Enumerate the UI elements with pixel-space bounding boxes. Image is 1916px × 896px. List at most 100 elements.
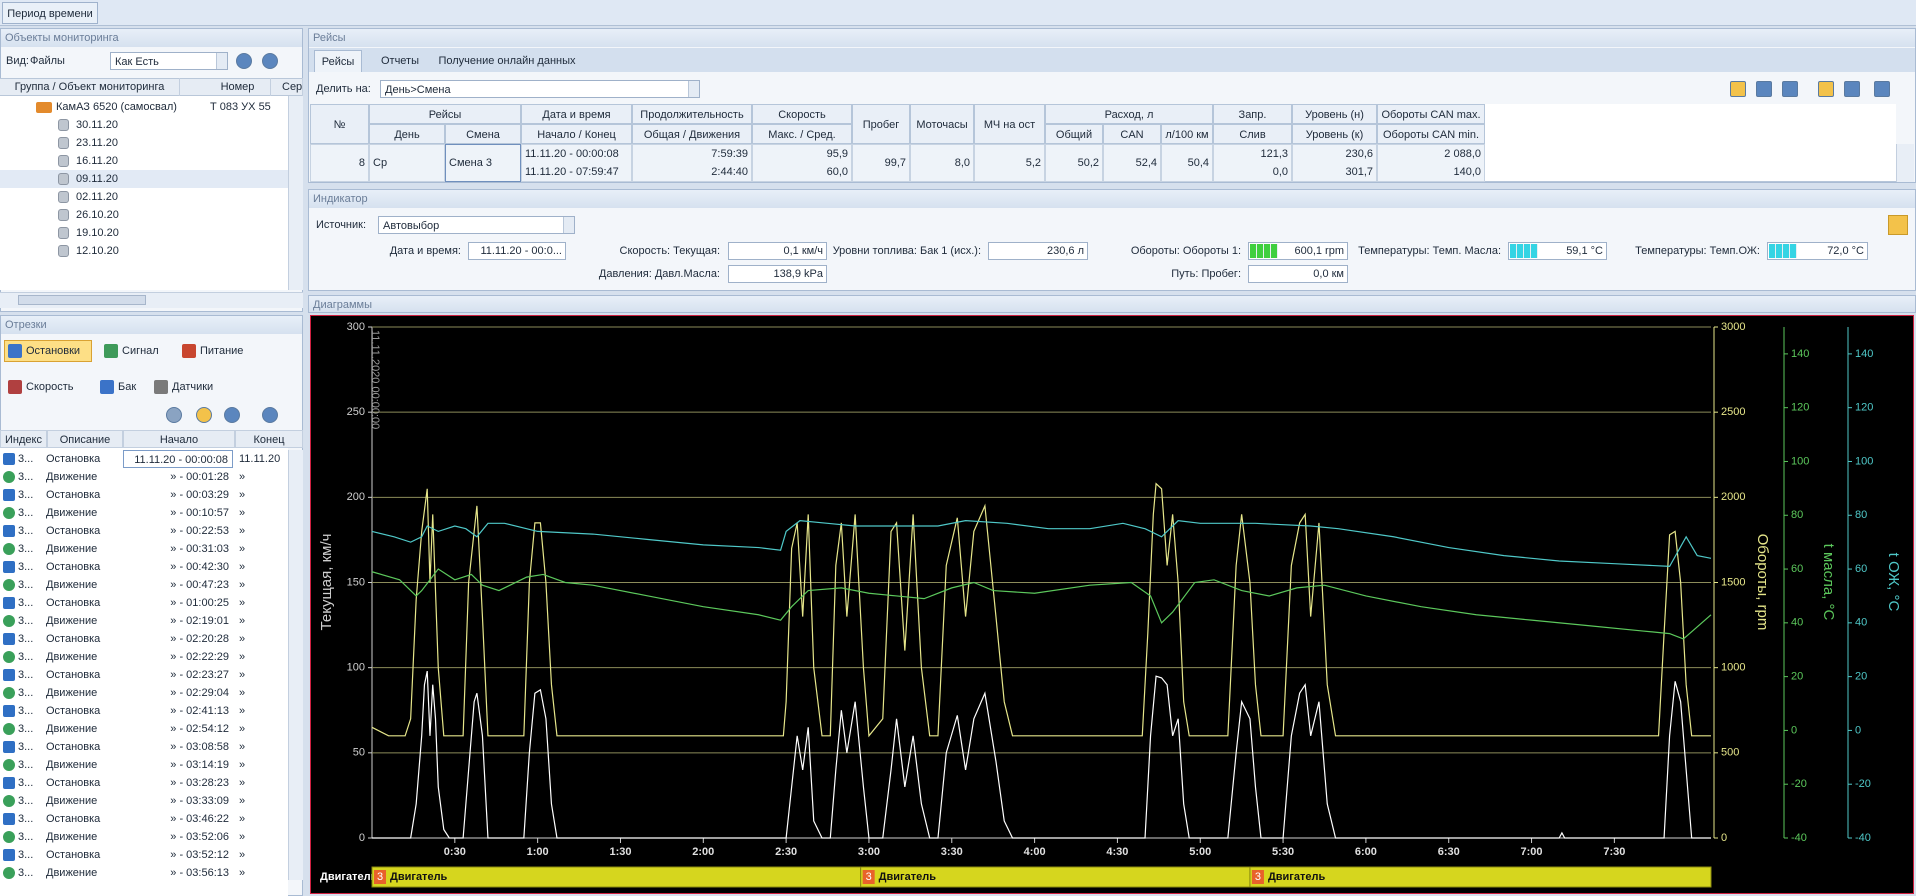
date-item[interactable]: 16.11.20	[76, 155, 119, 167]
segment-end[interactable]: »	[239, 705, 246, 717]
cell-text[interactable]: 2 088,0	[1444, 148, 1481, 160]
segment-end[interactable]: »	[239, 831, 246, 843]
segment-index[interactable]: 3...	[18, 777, 34, 789]
segment-start[interactable]: » - 03:33:09	[170, 795, 229, 807]
segment-description[interactable]: Остановка	[46, 597, 101, 609]
dropdown-button[interactable]	[563, 217, 574, 233]
segment-start[interactable]: » - 01:00:25	[170, 597, 229, 609]
filter-label[interactable]: Датчики	[172, 381, 214, 393]
cell-text[interactable]: 301,7	[1345, 166, 1373, 178]
table-header-cell[interactable]: Общий	[1045, 124, 1103, 144]
segment-description[interactable]: Движение	[46, 687, 98, 699]
segment-description[interactable]: Движение	[46, 831, 98, 843]
vehicle-number[interactable]: Т 083 УХ 55	[210, 101, 271, 113]
segment-start[interactable]: » - 00:10:57	[170, 507, 229, 519]
segment-index[interactable]: 3...	[18, 633, 34, 645]
segment-index[interactable]: 3...	[18, 759, 34, 771]
date-item[interactable]: 26.10.20	[76, 209, 119, 221]
table-header-cell[interactable]: Обороты CAN min.	[1377, 124, 1485, 144]
cell-text[interactable]: 11.11.20 - 07:59:47	[525, 166, 619, 178]
cell-text[interactable]: 8	[358, 157, 365, 169]
column-header[interactable]: Номер	[205, 78, 271, 96]
segment-end[interactable]: »	[239, 471, 246, 483]
icon-button[interactable]	[236, 53, 252, 69]
segment-index[interactable]: 3...	[18, 579, 34, 591]
segment-start[interactable]: » - 03:46:22	[170, 813, 229, 825]
cell-text[interactable]: 95,9	[826, 148, 848, 160]
segment-description[interactable]: Остановка	[46, 525, 101, 537]
table-header-cell[interactable]: CAN	[1103, 124, 1161, 144]
icon-button[interactable]	[1874, 81, 1890, 97]
segment-index[interactable]: 3...	[18, 795, 34, 807]
table-header-cell[interactable]: Расход, л	[1045, 104, 1213, 124]
segment-description[interactable]: Движение	[46, 579, 98, 591]
cell-text[interactable]: 2:44:40	[711, 166, 748, 178]
date-item[interactable]: 23.11.20	[76, 137, 119, 149]
segment-index[interactable]: 3...	[18, 471, 34, 483]
segment-end[interactable]: »	[239, 561, 246, 573]
icon-button[interactable]	[166, 407, 182, 423]
table-header-cell[interactable]: Макс. / Сред.	[752, 124, 852, 144]
segment-start[interactable]: » - 00:22:53	[170, 525, 229, 537]
segment-start[interactable]: » - 03:52:06	[170, 831, 229, 843]
segment-start[interactable]: » - 00:42:30	[170, 561, 229, 573]
segment-end[interactable]: »	[239, 525, 246, 537]
icon-button[interactable]	[224, 407, 240, 423]
cell-text[interactable]: 121,3	[1260, 148, 1288, 160]
table-header-cell[interactable]: Смена	[445, 124, 521, 144]
segment-end[interactable]: »	[239, 813, 246, 825]
segment-end[interactable]: »	[239, 849, 246, 861]
segment-start[interactable]: » - 00:31:03	[170, 543, 229, 555]
segment-start[interactable]: » - 02:20:28	[170, 633, 229, 645]
table-header-cell[interactable]: Уровень (н)	[1292, 104, 1377, 124]
segment-start[interactable]: » - 00:47:23	[170, 579, 229, 591]
column-header[interactable]: Индекс	[0, 430, 47, 448]
cell-text[interactable]: 140,0	[1453, 166, 1481, 178]
icon-button[interactable]	[196, 407, 212, 423]
segment-description[interactable]: Остановка	[46, 669, 101, 681]
segment-start[interactable]: » - 02:41:13	[170, 705, 229, 717]
view-combo[interactable]: Как Есть	[110, 52, 228, 70]
table-header-cell[interactable]: л/100 км	[1161, 124, 1213, 144]
tab[interactable]: Получение онлайн данных	[438, 55, 576, 67]
segment-index[interactable]: 3...	[18, 543, 34, 555]
column-header[interactable]: Конец	[235, 430, 303, 448]
table-header-cell[interactable]: День	[369, 124, 445, 144]
segment-description[interactable]: Движение	[46, 507, 98, 519]
cell-text[interactable]: 50,2	[1077, 157, 1099, 169]
segment-description[interactable]: Движение	[46, 759, 98, 771]
segment-end[interactable]: »	[239, 579, 246, 591]
segment-end[interactable]: »	[239, 687, 246, 699]
segment-description[interactable]: Остановка	[46, 777, 101, 789]
segment-description[interactable]: Остановка	[46, 561, 101, 573]
segment-description[interactable]: Остановка	[46, 813, 101, 825]
icon-button[interactable]	[1756, 81, 1772, 97]
segment-description[interactable]: Движение	[46, 543, 98, 555]
tab[interactable]: Отчеты	[380, 55, 420, 67]
segment-description[interactable]: Остановка	[46, 705, 101, 717]
cell-text[interactable]: 5,2	[1025, 157, 1041, 169]
pin-button[interactable]	[1888, 215, 1908, 235]
icon-button[interactable]	[1844, 81, 1860, 97]
segment-start[interactable]: » - 03:08:58	[170, 741, 229, 753]
segment-index[interactable]: 3...	[18, 867, 34, 879]
segment-description[interactable]: Остановка	[46, 633, 101, 645]
date-item[interactable]: 12.10.20	[76, 245, 119, 257]
dropdown-button[interactable]	[688, 81, 699, 97]
date-item[interactable]: 19.10.20	[76, 227, 119, 239]
filter-label[interactable]: Сигнал	[122, 345, 159, 357]
cell-text[interactable]: 11.11.20 - 00:00:08	[525, 148, 619, 160]
segment-end[interactable]: »	[239, 759, 246, 771]
segment-description[interactable]: Остановка	[46, 453, 101, 465]
segment-end[interactable]: »	[239, 795, 246, 807]
segment-end[interactable]: »	[239, 633, 246, 645]
segment-start[interactable]: » - 03:52:12	[170, 849, 229, 861]
table-header-cell[interactable]: Дата и время	[521, 104, 632, 124]
table-header-cell[interactable]: Уровень (к)	[1292, 124, 1377, 144]
segment-end[interactable]: »	[239, 777, 246, 789]
segment-description[interactable]: Движение	[46, 795, 98, 807]
segment-index[interactable]: 3...	[18, 687, 34, 699]
table-header-cell[interactable]: Моточасы	[910, 104, 974, 144]
filter-label[interactable]: Питание	[200, 345, 244, 357]
segment-end[interactable]: »	[239, 669, 246, 681]
